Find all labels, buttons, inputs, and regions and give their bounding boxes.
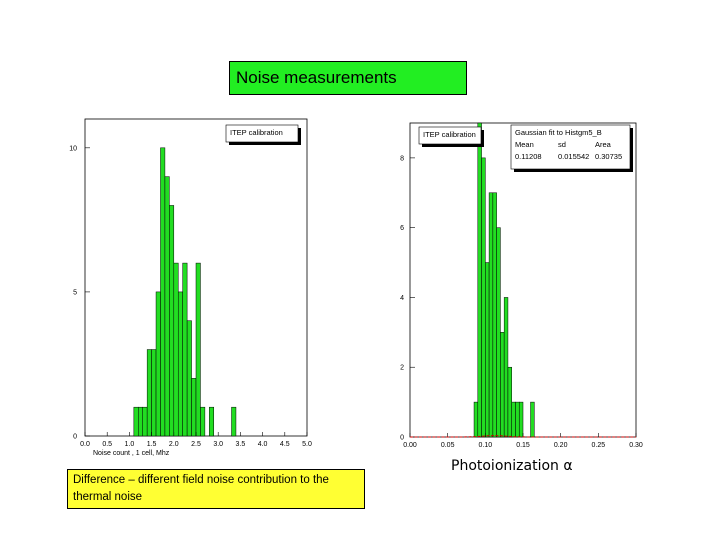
slide-title: Noise measurements xyxy=(229,61,467,95)
bar xyxy=(186,320,192,437)
stats-header: sd xyxy=(558,140,566,149)
bar xyxy=(477,122,482,438)
stats-title: Gaussian fit to Histgm5_B xyxy=(515,128,602,137)
stats-box xyxy=(510,124,631,170)
x-tick-label: 0.25 xyxy=(592,442,606,449)
x-tick-label: 5.0 xyxy=(302,441,312,448)
x-tick-label: 3.5 xyxy=(236,441,246,448)
x-tick-label: 0.00 xyxy=(403,442,417,449)
bar xyxy=(133,406,139,437)
bar xyxy=(511,401,516,438)
x-tick-label: 2.0 xyxy=(169,441,179,448)
bar xyxy=(164,176,170,437)
plot-frame xyxy=(409,122,637,438)
x-tick-label: 0.5 xyxy=(102,441,112,448)
bar xyxy=(485,262,490,438)
stats-header: Area xyxy=(595,140,612,149)
bar xyxy=(500,332,505,438)
bar xyxy=(481,157,486,438)
bar xyxy=(151,349,157,437)
stats-value: 0.015542 xyxy=(558,152,589,161)
y-tick-label: 5 xyxy=(73,289,77,296)
note-box: Difference – different field noise contr… xyxy=(67,469,365,509)
bar xyxy=(142,406,148,437)
y-tick-label: 10 xyxy=(69,145,77,152)
stats-value: 0.11208 xyxy=(515,152,542,161)
bar xyxy=(530,401,535,438)
x-tick-label: 0.05 xyxy=(441,442,455,449)
bar xyxy=(518,401,524,438)
y-tick-label: 2 xyxy=(400,365,404,372)
bar xyxy=(507,366,512,438)
histogram-right: 0.00 0.05 0.10 0.15 0.20 0.25 0.30 0 2 4 6 8 ITEP ca… xyxy=(400,122,643,449)
y-tick-label: 0 xyxy=(400,435,404,442)
x-tick-label: 2.5 xyxy=(191,441,201,448)
bar xyxy=(195,262,201,437)
y-tick-label: 0 xyxy=(73,434,77,441)
x-tick-label: 0.10 xyxy=(479,442,493,449)
x-tick-label: 0.20 xyxy=(554,442,568,449)
bar xyxy=(177,291,183,437)
y-tick-label: 6 xyxy=(400,225,404,232)
x-tick-label: 0.0 xyxy=(80,441,90,448)
gaussian-fit-line xyxy=(410,435,636,438)
bar xyxy=(160,147,166,437)
legend-box xyxy=(418,126,482,145)
bar xyxy=(492,192,497,438)
x-tick-label: 0.15 xyxy=(516,442,530,449)
bar xyxy=(155,291,161,437)
photoionization-label: Photoionization α xyxy=(451,458,573,474)
bar xyxy=(503,297,509,438)
y-tick-label: 4 xyxy=(400,295,404,302)
stats-value: 0.30735 xyxy=(595,152,622,161)
legend-label: ITEP calibration xyxy=(423,130,476,139)
x-tick-label: 4.0 xyxy=(258,441,268,448)
bar xyxy=(209,406,215,437)
bar xyxy=(231,406,237,437)
bar xyxy=(173,262,179,437)
x-tick-label: 1.5 xyxy=(147,441,157,448)
bar xyxy=(496,227,501,438)
bar xyxy=(146,349,152,437)
bar xyxy=(473,401,479,438)
legend-box xyxy=(225,124,299,143)
x-tick-label: 1.0 xyxy=(125,441,135,448)
x-tick-label: 3.0 xyxy=(213,441,223,448)
bar xyxy=(488,192,494,438)
x-tick-label: 4.5 xyxy=(280,441,290,448)
x-axis-title: Noise count , 1 cell, Mhz xyxy=(93,450,170,457)
bar xyxy=(138,406,143,437)
bar xyxy=(200,406,206,437)
bar xyxy=(169,205,175,437)
legend-label: ITEP calibration xyxy=(230,128,283,137)
bar xyxy=(182,262,188,437)
y-tick-label: 8 xyxy=(400,155,404,162)
x-tick-label: 0.30 xyxy=(629,442,643,449)
histogram-left: 0.0 0.5 1.0 1.5 2.0 2.5 3.0 3.5 4.0 4.5 5.0 0 5 10 Noi… xyxy=(69,118,312,457)
bar xyxy=(515,401,520,438)
bar xyxy=(191,378,197,437)
stats-header: Mean xyxy=(515,140,534,149)
